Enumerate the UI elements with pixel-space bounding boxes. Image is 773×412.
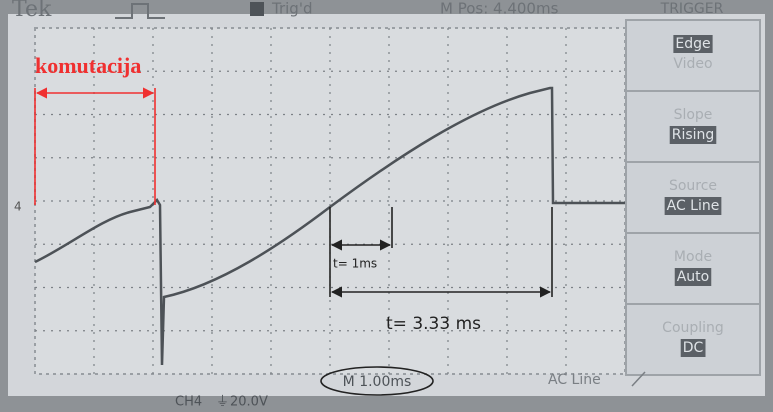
ground-symbol: ⏚: [216, 395, 229, 410]
channel: CH4: [175, 395, 202, 410]
timebase: M 1.00ms: [343, 374, 412, 390]
trigger-source: AC Line: [548, 372, 601, 388]
menu-highlight-text: DC: [683, 340, 704, 356]
trigger-menu: Edge Video Slope Rising Source AC Line Mode Aut…: [626, 20, 760, 375]
long-interval-label: t= 3.33 ms: [386, 314, 481, 334]
trigger-status: Trig'd: [271, 0, 312, 18]
menu-text: Source: [669, 178, 717, 194]
menu-text: Slope: [674, 107, 713, 123]
menu-highlight-text: Edge: [675, 36, 710, 52]
commutation-label: komutacija: [35, 53, 141, 78]
channel-scale: 20.0V: [230, 395, 268, 410]
trig-indicator: [250, 2, 264, 16]
menu-highlight-text: Rising: [672, 127, 715, 143]
short-interval-label: t= 1ms: [333, 257, 377, 271]
menu-highlight-text: Auto: [677, 269, 710, 285]
menu-text: Mode: [674, 249, 712, 265]
brand: Tek: [12, 0, 52, 22]
menu-title: TRIGGER: [660, 1, 724, 17]
channel-marker: 4: [14, 200, 22, 214]
oscilloscope-photo: Tek Trig'd M Pos: 4.400ms TRIGGER Edge Vi…: [0, 0, 773, 412]
position: M Pos: 4.400ms: [440, 0, 559, 18]
menu-text: Video: [673, 56, 712, 72]
menu-text: Coupling: [662, 320, 724, 336]
menu-highlight-text: AC Line: [667, 198, 720, 214]
